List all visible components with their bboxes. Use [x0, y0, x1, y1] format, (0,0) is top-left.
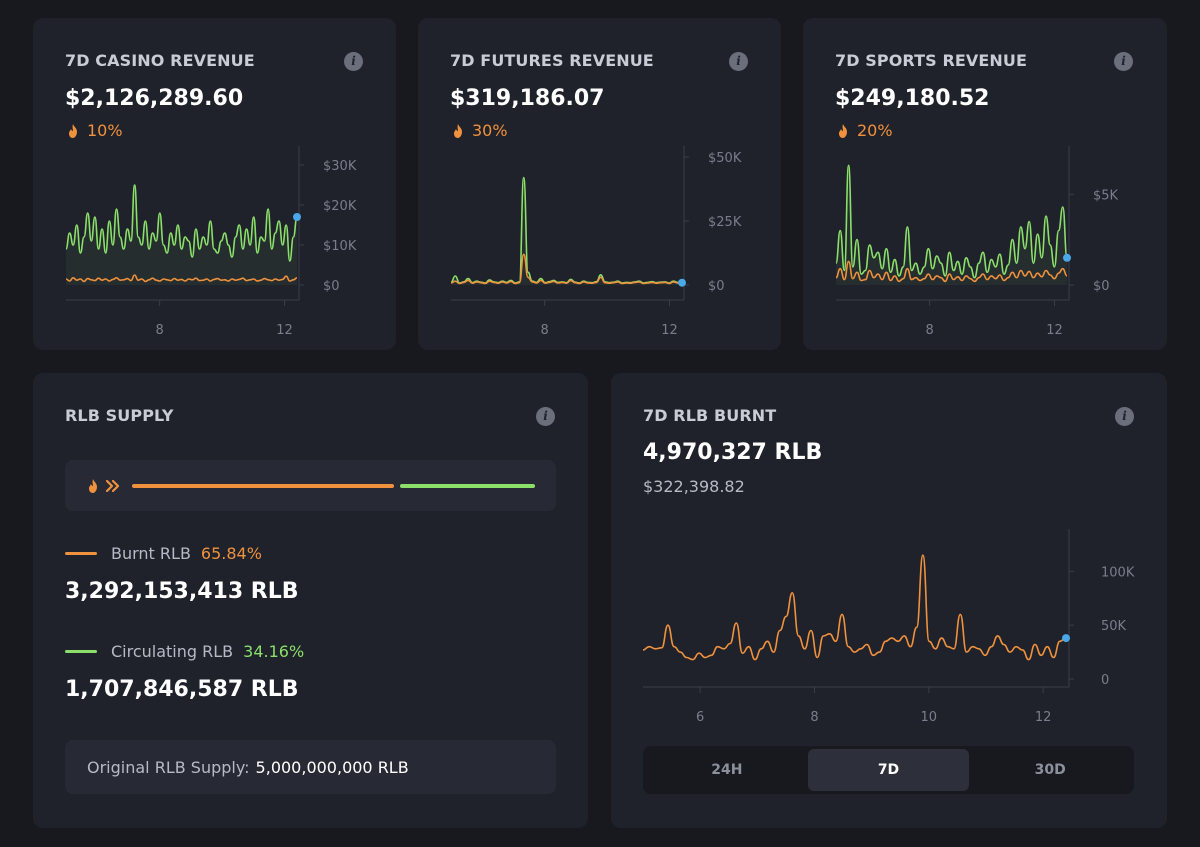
series-area-total: [451, 177, 682, 285]
rlb-burnt-card: 7D RLB BURNT i 4,970,327 RLB $322,398.82…: [611, 373, 1167, 828]
info-icon[interactable]: i: [536, 407, 555, 426]
series-area-total: [66, 185, 297, 285]
growth-row: 20%: [835, 121, 893, 140]
timeframe-tabs: 24H 7D 30D: [643, 746, 1134, 794]
futures-revenue-card: 7D FUTURES REVENUE i $319,186.07 30% $0 $…: [418, 18, 781, 350]
rlb-burnt-chart: 0 50K 100K 6 8 10 12: [642, 529, 1135, 725]
info-icon[interactable]: i: [729, 52, 748, 71]
revenue-value: $319,186.07: [450, 86, 605, 111]
y-tick-label: 100K: [1101, 565, 1135, 580]
sports-revenue-card: 7D SPORTS REVENUE i $249,180.52 20% $0 $5…: [803, 18, 1167, 350]
double-chevron-right-icon: [106, 480, 120, 492]
y-tick-label: 50K: [1101, 619, 1127, 634]
y-tick-label: $25K: [708, 215, 742, 230]
burnt-usd-value: $322,398.82: [643, 477, 745, 496]
y-tick-label: 0: [1101, 673, 1109, 688]
x-tick-label: 8: [926, 323, 934, 338]
supply-progress-bar: [65, 460, 556, 511]
card-title: 7D CASINO REVENUE: [65, 51, 255, 70]
series-line-baseline: [835, 260, 1068, 283]
x-tick-label: 12: [1035, 710, 1052, 725]
circulating-legend: Circulating RLB 34.16%: [65, 642, 304, 661]
circulating-label: Circulating RLB: [111, 642, 234, 661]
y-tick-label: $0: [708, 279, 725, 294]
burnt-legend: Burnt RLB 65.84%: [65, 544, 262, 563]
y-tick-label: $10K: [323, 239, 357, 254]
x-tick-label: 10: [921, 710, 938, 725]
burnt-percent: 65.84%: [200, 544, 262, 563]
circulating-legend-swatch: [65, 650, 97, 653]
x-tick-label: 6: [696, 710, 704, 725]
burnt-bar-segment: [132, 484, 394, 488]
x-tick-label: 8: [156, 323, 164, 338]
card-title: RLB SUPPLY: [65, 406, 174, 425]
flame-icon: [69, 123, 77, 138]
tab-30d[interactable]: 30D: [1034, 762, 1066, 778]
card-title: 7D RLB BURNT: [643, 406, 777, 425]
x-tick-label: 8: [810, 710, 818, 725]
revenue-value: $249,180.52: [835, 86, 990, 111]
series-line-baseline: [65, 274, 298, 283]
latest-point-marker: [1063, 253, 1071, 262]
x-tick-label: 12: [1046, 323, 1063, 338]
burnt-value: 4,970,327 RLB: [643, 440, 823, 465]
original-supply-box: Original RLB Supply: 5,000,000,000 RLB: [65, 740, 556, 794]
info-icon[interactable]: i: [1115, 407, 1134, 426]
sports-revenue-chart: $0 $5K 8 12: [835, 146, 1119, 338]
card-title: 7D SPORTS REVENUE: [835, 51, 1028, 70]
series-line-burnt: [642, 554, 1067, 661]
rlb-supply-card: RLB SUPPLY i Burnt RLB 65.84% 3,292,153,…: [33, 373, 588, 828]
series-line-baseline: [450, 253, 683, 285]
supply-bar-track: [132, 484, 535, 488]
burnt-amount: 3,292,153,413 RLB: [65, 579, 299, 604]
latest-point-marker: [678, 278, 686, 287]
casino-revenue-chart: $0 $10K $20K $30K 8 12: [65, 146, 357, 338]
flame-icon: [89, 479, 97, 493]
series-line-total: [65, 184, 298, 262]
growth-percent: 10%: [87, 121, 123, 140]
casino-revenue-card: 7D CASINO REVENUE i $2,126,289.60 10% $0…: [33, 18, 396, 350]
latest-point-marker: [1062, 634, 1070, 643]
growth-row: 10%: [65, 121, 123, 140]
y-tick-label: $5K: [1093, 188, 1119, 203]
tab-24h[interactable]: 24H: [711, 762, 743, 778]
growth-percent: 20%: [857, 121, 893, 140]
flame-icon: [839, 123, 847, 138]
burnt-label: Burnt RLB: [111, 544, 191, 563]
original-supply-label: Original RLB Supply:: [87, 757, 250, 777]
y-tick-label: $0: [1093, 279, 1110, 294]
y-tick-label: $20K: [323, 199, 357, 214]
info-icon[interactable]: i: [1114, 52, 1133, 71]
series-line-total: [450, 176, 683, 284]
card-title: 7D FUTURES REVENUE: [450, 51, 654, 70]
x-tick-label: 12: [661, 323, 678, 338]
info-icon[interactable]: i: [344, 52, 363, 71]
series-line-total: [835, 164, 1068, 279]
growth-row: 30%: [450, 121, 508, 140]
futures-revenue-chart: $0 $25K $50K 8 12: [450, 146, 742, 338]
y-tick-label: $50K: [708, 151, 742, 166]
tab-7d[interactable]: 7D: [807, 749, 970, 791]
circulating-amount: 1,707,846,587 RLB: [65, 677, 299, 702]
circulating-percent: 34.16%: [243, 642, 305, 661]
revenue-value: $2,126,289.60: [65, 86, 244, 111]
original-supply-value: 5,000,000,000 RLB: [255, 757, 409, 777]
x-tick-label: 8: [541, 323, 549, 338]
flame-icon: [454, 123, 462, 138]
y-tick-label: $0: [323, 279, 340, 294]
burnt-legend-swatch: [65, 552, 97, 555]
latest-point-marker: [293, 213, 301, 221]
y-tick-label: $30K: [323, 159, 357, 174]
x-tick-label: 12: [276, 323, 293, 338]
growth-percent: 30%: [472, 121, 508, 140]
series-area-total: [836, 165, 1067, 285]
circulating-bar-segment: [400, 484, 535, 488]
